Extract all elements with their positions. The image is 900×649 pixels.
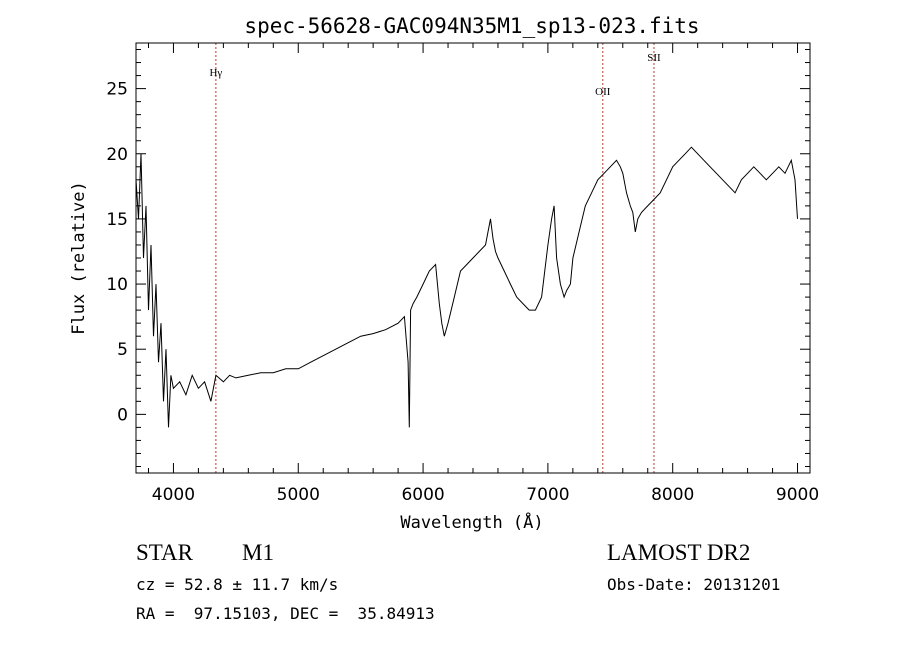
y-tick-label: 10 bbox=[106, 275, 128, 295]
coordinates: RA = 97.15103, DEC = 35.84913 bbox=[136, 604, 435, 623]
y-tick-label: 20 bbox=[106, 145, 128, 165]
chart-title: spec-56628-GAC094N35M1_sp13-023.fits bbox=[244, 14, 699, 38]
x-tick-label: 9000 bbox=[776, 485, 819, 505]
emission-line-label: OII bbox=[595, 86, 611, 98]
emission-line-label: SII bbox=[647, 52, 661, 64]
survey-label: LAMOST DR2 bbox=[607, 540, 751, 565]
x-tick-label: 6000 bbox=[401, 485, 444, 505]
y-axis-label: Flux (relative) bbox=[69, 181, 89, 335]
emission-line-markers: Hγ OII SII bbox=[209, 43, 661, 473]
object-class: STAR bbox=[136, 540, 193, 565]
emission-line-label: Hγ bbox=[209, 67, 222, 79]
redshift-velocity: cz = 52.8 ± 11.7 km/s bbox=[136, 575, 339, 594]
y-tick-label: 25 bbox=[106, 80, 128, 100]
x-tick-label: 8000 bbox=[651, 485, 694, 505]
x-tick-label: 4000 bbox=[152, 485, 195, 505]
object-subclass: M1 bbox=[242, 540, 274, 565]
y-tick-label: 15 bbox=[106, 210, 128, 230]
y-axis: 0 5 10 15 20 25 bbox=[106, 49, 810, 467]
y-tick-label: 0 bbox=[117, 405, 128, 425]
x-axis: 4000 5000 6000 7000 8000 9000 bbox=[147, 43, 819, 505]
x-axis-label: Wavelength (Å) bbox=[400, 511, 543, 533]
spectrum-line bbox=[135, 146, 798, 428]
x-tick-label: 5000 bbox=[277, 485, 320, 505]
x-tick-label: 7000 bbox=[526, 485, 569, 505]
observation-date: Obs-Date: 20131201 bbox=[607, 575, 781, 594]
y-tick-label: 5 bbox=[117, 340, 128, 360]
